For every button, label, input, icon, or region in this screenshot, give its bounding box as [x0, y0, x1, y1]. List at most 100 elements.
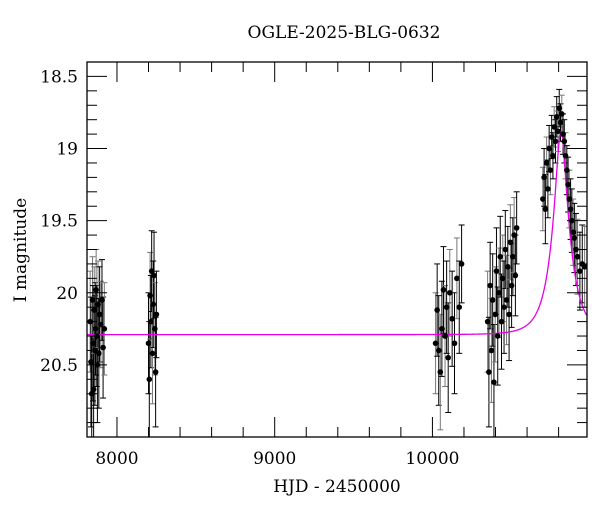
- data-point: [92, 326, 99, 332]
- data-point: [99, 297, 105, 303]
- data-point: [445, 354, 451, 361]
- data-point: [574, 253, 581, 260]
- data-point: [96, 311, 103, 318]
- data-point: [440, 287, 447, 293]
- data-point: [149, 350, 156, 357]
- data-point: [553, 114, 560, 120]
- data-point: [91, 307, 98, 313]
- data-point: [508, 282, 515, 289]
- data-point: [499, 275, 506, 282]
- data-point: [148, 268, 155, 274]
- y-axis-tick-labels: 18.5 19 19.5 20 20.5: [40, 67, 78, 375]
- data-point: [502, 246, 509, 253]
- data-point: [151, 272, 157, 279]
- data-point: [100, 344, 106, 351]
- data-point: [560, 131, 566, 137]
- x-axis-tick-labels: 8000 9000 10000: [95, 449, 459, 469]
- data-point: [98, 321, 104, 328]
- data-point: [88, 359, 94, 365]
- data-point: [101, 326, 108, 332]
- data-point: [486, 369, 492, 375]
- x-tick-label: 10000: [405, 449, 459, 469]
- data-point: [507, 239, 514, 246]
- data-point: [577, 268, 583, 274]
- data-point: [492, 311, 499, 318]
- data-point: [456, 304, 463, 310]
- data-point: [487, 282, 493, 289]
- data-point: [439, 326, 445, 332]
- y-tick-label: 19: [56, 140, 78, 160]
- data-point: [564, 167, 570, 173]
- x-tick-label: 9000: [253, 449, 296, 469]
- data-point: [454, 275, 460, 282]
- error-bars: [87, 88, 588, 437]
- data-point: [152, 326, 158, 332]
- data-point: [543, 160, 550, 166]
- data-point: [435, 347, 442, 354]
- data-point: [550, 152, 556, 159]
- data-point: [488, 347, 495, 354]
- x-tick-label: 8000: [95, 449, 138, 469]
- data-point: [571, 235, 578, 241]
- y-tick-label: 20.5: [40, 356, 78, 376]
- data-point: [489, 297, 496, 303]
- data-point: [548, 134, 555, 140]
- data-point: [96, 350, 102, 357]
- data-point: [449, 315, 455, 322]
- data-point: [552, 138, 559, 145]
- data-point: [567, 206, 574, 212]
- data-point: [501, 304, 507, 310]
- y-tick-label: 20: [56, 284, 78, 304]
- data-point: [458, 261, 465, 267]
- data-point: [506, 311, 512, 318]
- data-point: [505, 264, 511, 270]
- data-points: [87, 105, 588, 397]
- data-point: [434, 307, 440, 313]
- data-point: [150, 301, 157, 308]
- data-point: [432, 340, 439, 347]
- data-point: [496, 289, 502, 296]
- data-point: [511, 232, 517, 238]
- data-point: [484, 318, 491, 325]
- data-point: [494, 333, 501, 339]
- data-point: [573, 246, 579, 253]
- data-point: [491, 379, 497, 385]
- data-point: [547, 167, 554, 173]
- data-point: [542, 206, 549, 212]
- data-point: [148, 318, 154, 325]
- data-point: [566, 196, 573, 202]
- data-point: [541, 174, 547, 181]
- data-point: [451, 340, 458, 347]
- data-point: [556, 105, 563, 111]
- data-point: [555, 128, 561, 135]
- data-point: [446, 289, 453, 296]
- data-point: [497, 253, 504, 260]
- data-point: [562, 152, 569, 159]
- data-point: [89, 297, 96, 303]
- data-point: [570, 229, 576, 235]
- data-point: [443, 304, 450, 310]
- data-point: [545, 186, 551, 192]
- data-point: [90, 340, 96, 347]
- data-point: [95, 301, 101, 308]
- data-point: [581, 264, 588, 270]
- y-tick-label: 19.5: [40, 212, 78, 232]
- data-point: [145, 340, 152, 347]
- data-point: [557, 119, 564, 126]
- data-point: [503, 297, 510, 303]
- data-point: [558, 111, 565, 117]
- data-point: [540, 196, 546, 202]
- y-axis-label: I magnitude: [11, 198, 31, 302]
- axis-ticks: [87, 61, 587, 438]
- data-point: [561, 138, 568, 145]
- data-point: [146, 376, 153, 383]
- data-point: [546, 145, 552, 152]
- x-axis-label: HJD - 2450000: [273, 477, 401, 497]
- data-point: [153, 311, 160, 318]
- data-point: [512, 272, 519, 279]
- data-point: [90, 386, 97, 393]
- data-point: [442, 333, 448, 339]
- data-point: [498, 318, 505, 325]
- data-point: [513, 225, 520, 231]
